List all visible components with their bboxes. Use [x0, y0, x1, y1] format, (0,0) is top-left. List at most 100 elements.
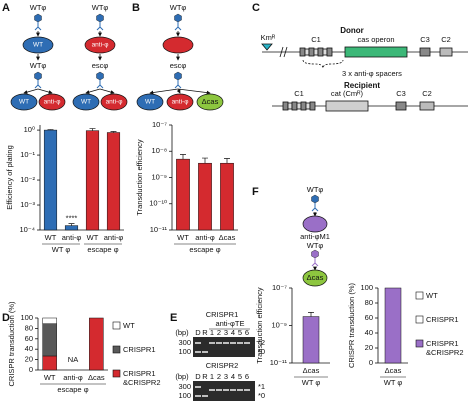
- error-bar: [89, 128, 96, 131]
- y-tick-label: 0: [369, 358, 373, 367]
- x-tick-label: Δcas: [385, 366, 402, 375]
- y-tick-label: 10⁰: [24, 125, 35, 134]
- marker-label: Kmᴿ: [261, 33, 276, 42]
- lane-label: D: [195, 328, 201, 337]
- bar: [106, 132, 121, 231]
- size-label: 100: [178, 391, 191, 400]
- legend-label: CRISPR1: [426, 315, 459, 324]
- crispr-label: C1: [311, 35, 321, 44]
- bar-segment: [384, 287, 402, 364]
- lane-label: D: [195, 372, 201, 381]
- panel-letter: C: [252, 2, 260, 14]
- gel-title: CRISPR1: [206, 310, 239, 319]
- cell: [196, 93, 224, 111]
- crispr-label: C1: [294, 89, 304, 98]
- y-axis-label: Efficiency of plating: [5, 145, 14, 209]
- phage-tail: [34, 80, 42, 89]
- gel-unit: (bp): [175, 372, 189, 381]
- lane-label: 6: [245, 328, 249, 337]
- phage-label: escφ: [170, 61, 187, 70]
- x-tick-label: anti-φ: [104, 233, 124, 242]
- host-label: anti-φM1: [300, 232, 330, 241]
- phage-tail: [311, 203, 319, 212]
- arrow: [85, 88, 101, 95]
- x-tick-label: Δcas: [88, 373, 105, 382]
- bar-segment: [42, 323, 57, 357]
- bar: [85, 130, 100, 231]
- y-tick-label: 10⁻²: [20, 175, 35, 184]
- x-tick-label: WT: [87, 233, 99, 242]
- significance: ****: [66, 214, 78, 223]
- legend-label: WT: [123, 321, 135, 330]
- group-label: escape φ: [57, 385, 88, 394]
- band-label: *0: [258, 347, 265, 356]
- bar: [302, 316, 320, 364]
- cell-label: WT: [145, 99, 155, 106]
- phage-tail: [174, 80, 182, 89]
- y-tick-label: 10⁻⁷: [272, 283, 287, 292]
- panel-letter: F: [252, 186, 259, 198]
- y-tick-label: 20: [25, 355, 33, 364]
- cell: [302, 269, 328, 287]
- panel-letter: E: [170, 312, 177, 324]
- phage-icon: [311, 249, 319, 259]
- bar-segment: [42, 317, 57, 324]
- error-bar: [110, 131, 117, 133]
- legend-label: CRISPR1 &CRISPR2: [123, 369, 161, 387]
- bar: [198, 162, 212, 231]
- bar: [220, 162, 234, 231]
- lane-label: 3: [224, 372, 228, 381]
- cell-label: Δcas: [202, 97, 219, 106]
- x-tick-label: anti-φ: [63, 373, 83, 382]
- crispr-label: C3: [420, 35, 430, 44]
- y-axis-label: CRISPR transduction (%): [347, 282, 356, 368]
- recipient-diagram: [272, 100, 468, 112]
- phage-label: WTφ: [30, 3, 47, 12]
- size-label: 300: [178, 382, 191, 391]
- phage-icon: [96, 71, 104, 81]
- cell: [38, 93, 66, 111]
- gel-title: CRISPR2: [206, 361, 239, 370]
- cell: [72, 93, 100, 111]
- error-bar: [224, 158, 230, 164]
- group-label: WT φ: [384, 378, 403, 387]
- gene-label: cat (Cmᴿ): [331, 89, 364, 98]
- size-label: 300: [178, 338, 191, 347]
- phage-label: WTφ: [92, 3, 109, 12]
- lane-label: 5: [238, 372, 242, 381]
- y-tick-label: 60: [25, 334, 33, 343]
- y-axis-label: Transduction efficiency: [135, 139, 144, 216]
- y-tick-label: 100: [20, 313, 33, 322]
- gel-images: [193, 328, 255, 401]
- lane-label: 4: [231, 328, 235, 337]
- lane-label: 3: [224, 328, 228, 337]
- error-bar: [47, 129, 54, 131]
- lane-label: R: [202, 372, 208, 381]
- panel-letter: A: [2, 2, 10, 14]
- cell: [84, 36, 116, 54]
- y-tick-label: 10⁻³: [20, 200, 35, 209]
- crispr-label: C2: [441, 35, 451, 44]
- lane-label: 5: [238, 328, 242, 337]
- phage-tail: [96, 80, 104, 89]
- y-tick-label: 10⁻⁷: [152, 120, 167, 129]
- cell: [302, 215, 328, 233]
- bar-segment: [42, 355, 57, 371]
- lane-label: 4: [231, 372, 235, 381]
- phage-label: WTφ: [30, 61, 47, 70]
- x-tick-label: WT: [177, 233, 189, 242]
- cell: [136, 93, 164, 111]
- cell: [10, 93, 38, 111]
- y-tick-label: 10⁻¹¹: [150, 225, 168, 234]
- error-bar: [202, 157, 208, 164]
- phage-icon: [34, 71, 42, 81]
- cell-label: WT: [19, 99, 29, 106]
- lane-label: 2: [217, 372, 221, 381]
- panel-letter: B: [132, 2, 140, 14]
- y-tick-label: 10⁻⁹: [271, 320, 287, 329]
- legend-swatch: [112, 345, 121, 354]
- group-label: escape φ: [87, 245, 118, 254]
- donor-title: Donor: [340, 26, 364, 35]
- phage-tail: [96, 22, 104, 31]
